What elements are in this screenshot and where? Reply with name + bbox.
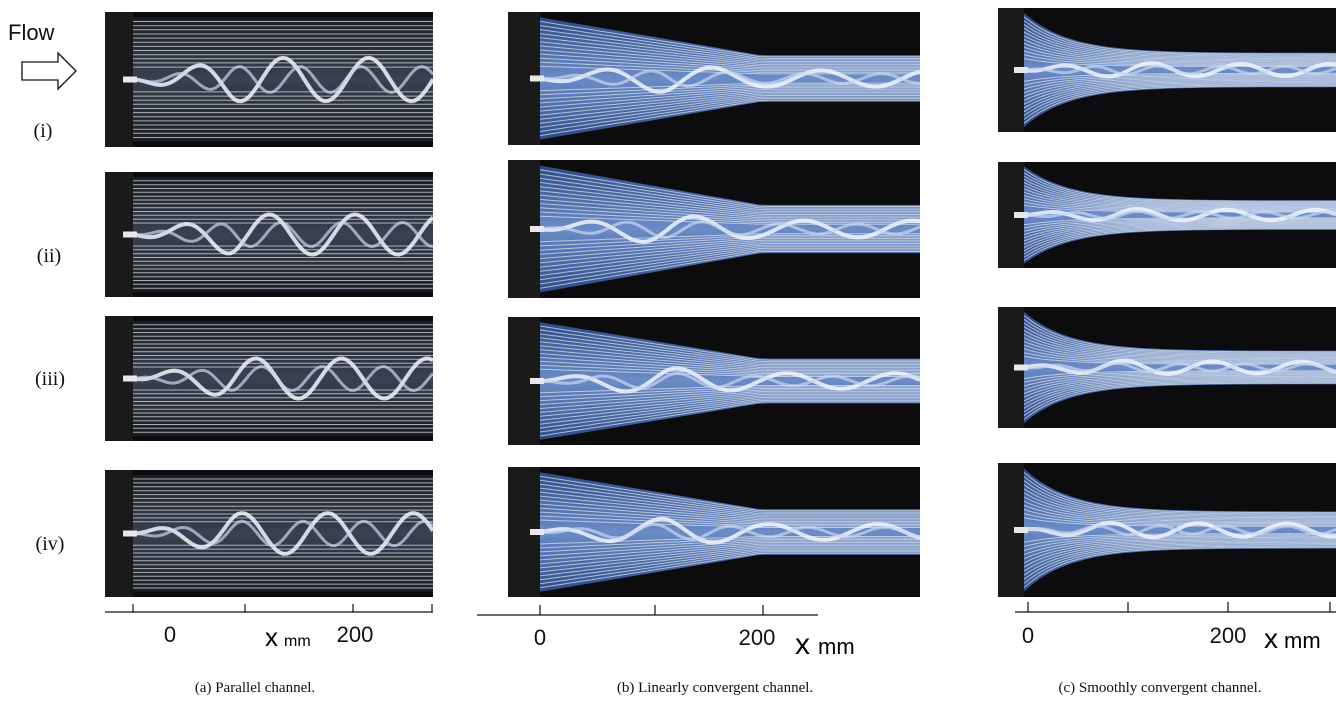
axis-var: x <box>795 628 810 661</box>
flow-photograph <box>508 317 920 445</box>
caption: (b) Linearly convergent channel. <box>617 680 813 696</box>
splitter-tip <box>1014 67 1028 73</box>
splitter-tip <box>1014 212 1028 218</box>
axis-var: x <box>1264 623 1278 654</box>
splitter-tip <box>123 531 137 537</box>
row-label: (iv) <box>36 533 65 555</box>
channel <box>133 321 433 436</box>
row-label: (iii) <box>35 368 65 390</box>
splitter-tip <box>1014 527 1028 533</box>
axis-label: xmm <box>1264 623 1321 654</box>
scale-bar <box>477 605 818 615</box>
splitter-tip <box>123 376 137 382</box>
caption: (a) Parallel channel. <box>195 680 315 696</box>
splitter-tip <box>1014 365 1028 371</box>
flow-photograph <box>508 12 920 145</box>
flow-label: Flow <box>8 20 55 45</box>
scale-label: 0 <box>164 622 176 647</box>
flow-photograph <box>508 160 920 298</box>
splitter-tip <box>530 76 544 82</box>
splitter-tip <box>530 378 544 384</box>
scale-label: 0 <box>534 625 546 650</box>
flow-photograph <box>105 12 433 147</box>
flow-photograph <box>105 316 433 441</box>
axis-unit: mm <box>818 634 855 659</box>
scale-label: 200 <box>337 622 374 647</box>
flow-photograph <box>105 470 433 597</box>
flow-photograph <box>998 463 1336 597</box>
axis-unit: mm <box>284 633 311 650</box>
axis-unit: mm <box>1284 628 1321 653</box>
axis-var: x <box>265 622 278 652</box>
flow-photograph <box>998 307 1336 428</box>
figure: Flow (i) (ii) (iii) (iv) 0 200 xmm (a) P… <box>0 0 1336 702</box>
row-label: (i) <box>34 120 53 142</box>
flow-arrow <box>22 53 76 89</box>
splitter-tip <box>530 226 544 232</box>
row-label: (ii) <box>37 245 61 267</box>
flow-photograph <box>998 162 1336 268</box>
splitter-tip <box>123 77 137 83</box>
axis-label: xmm <box>795 628 855 661</box>
photographs <box>105 8 1336 597</box>
scale-label: 200 <box>1210 623 1247 648</box>
flow-photograph <box>508 467 920 597</box>
splitter-tip <box>123 232 137 238</box>
flow-photograph <box>998 8 1336 132</box>
splitter-tip <box>530 529 544 535</box>
scale-label: 200 <box>739 625 776 650</box>
caption: (c) Smoothly convergent channel. <box>1059 680 1262 696</box>
scale-bar <box>1015 602 1336 612</box>
flow-photograph <box>105 172 433 297</box>
scale-label: 0 <box>1022 623 1034 648</box>
scale-bar <box>105 604 433 612</box>
